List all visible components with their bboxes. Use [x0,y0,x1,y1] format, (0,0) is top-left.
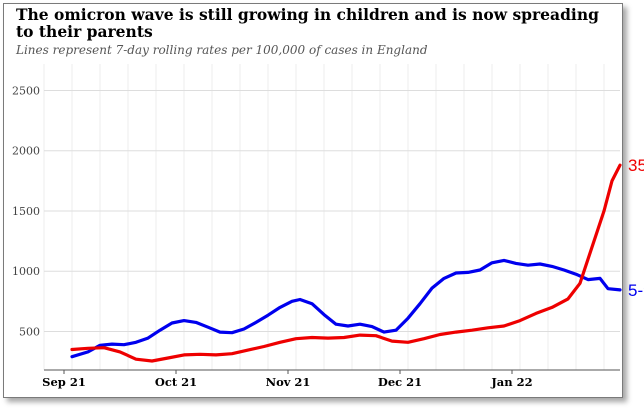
y-tick-label: 1500 [12,205,40,218]
x-tick-label: Nov 21 [266,375,311,389]
chart-title: The omicron wave is still growing in chi… [16,5,599,41]
series-labels: 5-9 year olds 35-39 year olds [628,156,644,300]
x-tick-label: Oct 21 [155,375,197,389]
chart-subtitle: Lines represent 7-day rolling rates per … [16,43,428,57]
series-line-parents [70,163,622,363]
x-tick-label: Sep 21 [42,375,86,389]
axes: 500 1000 1500 2000 2500 Sep 21 Oct 21 Nov 21 Dec… [12,85,620,389]
y-tick-label: 1000 [12,265,40,278]
series-label-children: 5-9 year olds [628,281,644,300]
y-tick-label: 500 [19,325,40,338]
series-label-parents: 35-39 year olds [628,156,644,175]
y-tick-label: 2000 [12,145,40,158]
grid-lines [43,64,620,370]
series-lines [70,163,622,363]
x-tick-label: Jan 22 [490,375,532,389]
y-tick-label: 2500 [12,85,40,98]
series-line-children [70,258,622,359]
x-tick-label: Dec 21 [378,375,422,389]
